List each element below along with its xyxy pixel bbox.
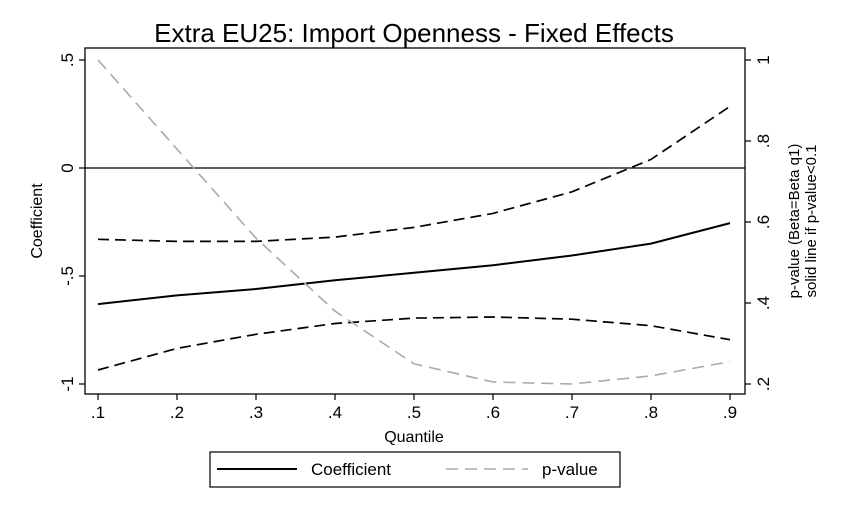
x-tick-label: .2 (170, 403, 184, 422)
legend-label-p-value: p-value (542, 460, 598, 479)
chart-title: Extra EU25: Import Openness - Fixed Effe… (154, 18, 674, 48)
y-axis-label: Coefficient (29, 183, 46, 259)
y-tick-label: -1 (58, 376, 77, 391)
legend-label-coefficient: Coefficient (311, 460, 391, 479)
y2-axis-label-line2: solid line if p-value<0.1 (803, 144, 820, 297)
x-tick-label: .6 (486, 403, 500, 422)
plot-frame (84, 47, 746, 395)
y-tick-label: .5 (58, 53, 77, 67)
y2-tick-label: 1 (754, 55, 773, 64)
series-coefficient (97, 222, 731, 306)
y2-axis-label-line1: p-value (Beta=Beta q1) (786, 144, 803, 299)
y2-tick-label: .4 (754, 296, 773, 310)
series-ci-band-1 (97, 105, 731, 243)
y2-tick-label: .2 (754, 377, 773, 391)
x-tick-label: .3 (249, 403, 263, 422)
x-tick-label: .5 (407, 403, 421, 422)
y-tick-label: -.5 (58, 266, 77, 286)
legend: Coefficient p-value (209, 451, 621, 488)
x-tick-label: .7 (565, 403, 579, 422)
series-ci-band-2 (97, 316, 731, 371)
plot-area (84, 47, 746, 395)
y-tick-label: 0 (58, 163, 77, 172)
x-tick-label: .4 (328, 403, 342, 422)
x-tick-label: .8 (644, 403, 658, 422)
y2-tick-label: .8 (754, 134, 773, 148)
x-axis-label: Quantile (384, 429, 444, 446)
x-tick-label: .9 (723, 403, 737, 422)
series-p-value (97, 59, 731, 385)
x-tick-label: .1 (91, 403, 105, 422)
y2-tick-label: .6 (754, 215, 773, 229)
